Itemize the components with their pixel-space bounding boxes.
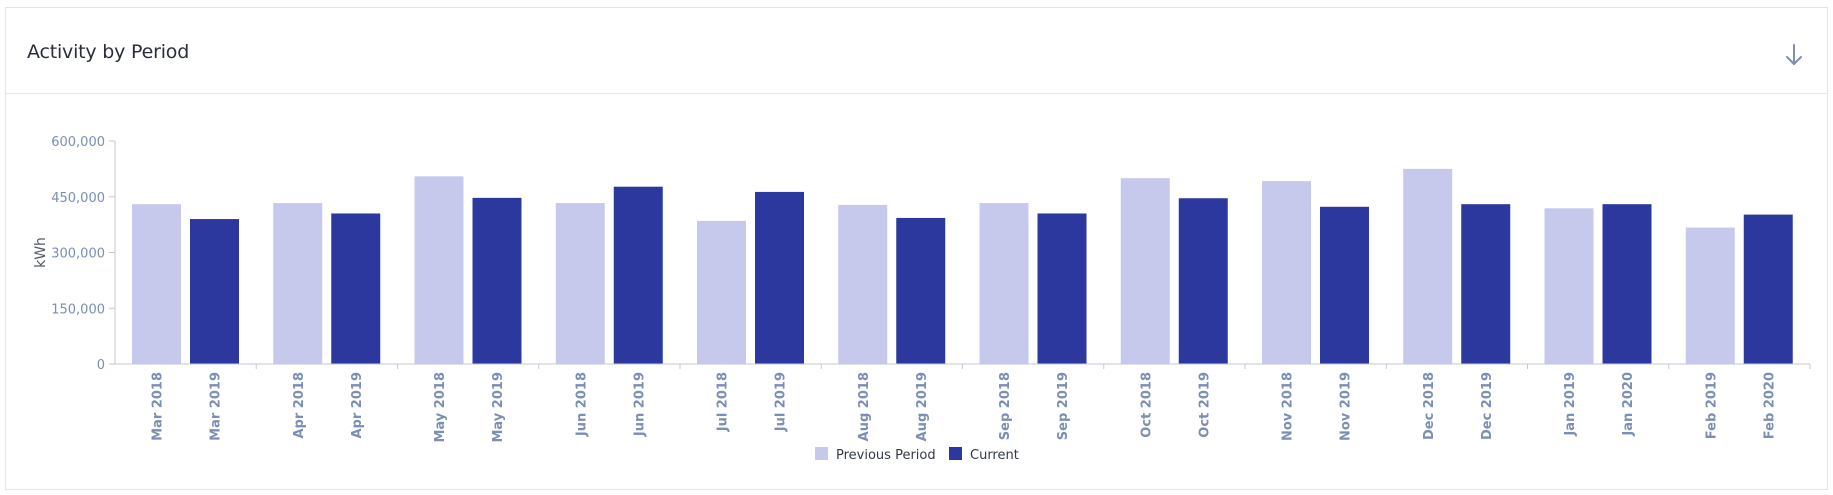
bar-current-3[interactable] [472,197,522,364]
arrow-down-icon [1786,44,1802,65]
x-tick-label: Jan 2020 [1621,372,1636,437]
legend-label-current: Current [970,448,1019,463]
card-header: Activity by Period [6,8,1827,94]
bar-previous-12[interactable] [1685,227,1735,364]
bar-previous-4[interactable] [555,203,605,364]
bars [132,168,1793,364]
x-tick-label: Aug 2019 [915,372,930,441]
bar-previous-11[interactable] [1544,208,1594,364]
x-axis: Mar 2018 Mar 2019 Apr 2018 Apr 2019 May 2018… [115,363,1811,443]
bar-current-5[interactable] [755,191,804,364]
bar-current-11[interactable] [1602,204,1652,364]
bar-current-8[interactable] [1178,198,1228,364]
x-tick-label: Jun 2018 [574,372,589,437]
x-tick-label: Nov 2019 [1339,372,1354,441]
legend-label-previous: Previous Period [836,448,936,463]
bar-previous-7[interactable] [979,203,1029,364]
legend-item-current[interactable]: Current [949,447,1019,463]
x-tick-label: Mar 2019 [209,372,224,441]
bar-current-4[interactable] [613,186,663,364]
bar-previous-10[interactable] [1403,168,1453,364]
card-title: Activity by Period [27,41,190,63]
y-axis-label: kWh [33,237,49,268]
x-tick-label: Aug 2018 [857,372,872,441]
x-tick-label: Jan 2019 [1563,372,1578,437]
bar-previous-2[interactable] [273,203,323,364]
y-tick-label: 0 [97,358,105,373]
y-axis: 0 150,000 300,000 450,000 600,000 [51,135,116,373]
x-tick-label: Oct 2018 [1139,372,1154,438]
x-tick-label: Sep 2019 [1056,372,1071,440]
bar-current-10[interactable] [1461,204,1511,364]
download-button[interactable] [1779,40,1809,70]
legend-swatch-previous [815,447,828,460]
x-tick-label: Dec 2018 [1422,372,1437,440]
bar-previous-9[interactable] [1262,181,1311,364]
x-tick-label: Jun 2019 [632,372,647,437]
y-tick-label: 300,000 [51,247,105,262]
bar-previous-8[interactable] [1120,178,1170,364]
bar-current-9[interactable] [1320,206,1369,364]
bar-current-6[interactable] [896,217,946,364]
x-tick-label: Feb 2020 [1762,372,1777,439]
x-tick-label: Sep 2018 [998,372,1013,440]
x-tick-label: Feb 2019 [1704,372,1719,439]
legend-item-previous[interactable]: Previous Period [815,447,936,463]
y-tick-label: 600,000 [51,135,105,150]
x-tick-label: Apr 2018 [292,372,307,439]
x-tick-label: Apr 2019 [350,372,365,439]
bar-previous-5[interactable] [697,220,746,364]
x-tick-label: Mar 2018 [151,372,166,441]
bar-current-2[interactable] [331,213,381,364]
x-tick-label: May 2018 [433,372,448,443]
bar-current-12[interactable] [1743,214,1793,364]
y-tick-label: 150,000 [51,302,105,317]
x-tick-label: May 2019 [491,372,506,443]
bar-current-7[interactable] [1037,213,1087,364]
x-tick-label: Jul 2019 [774,372,789,432]
bar-previous-1[interactable] [132,204,181,364]
x-tick-label: Jul 2018 [716,372,731,432]
legend-swatch-current [949,447,962,460]
x-tick-label: Dec 2019 [1480,372,1495,440]
bar-previous-6[interactable] [838,204,888,364]
legend: Previous Period Current [815,447,1019,463]
x-tick-label: Oct 2019 [1197,372,1212,438]
bar-current-1[interactable] [190,219,239,364]
y-tick-label: 450,000 [51,191,105,206]
x-tick-label: Nov 2018 [1281,372,1296,441]
bar-previous-3[interactable] [414,176,464,364]
